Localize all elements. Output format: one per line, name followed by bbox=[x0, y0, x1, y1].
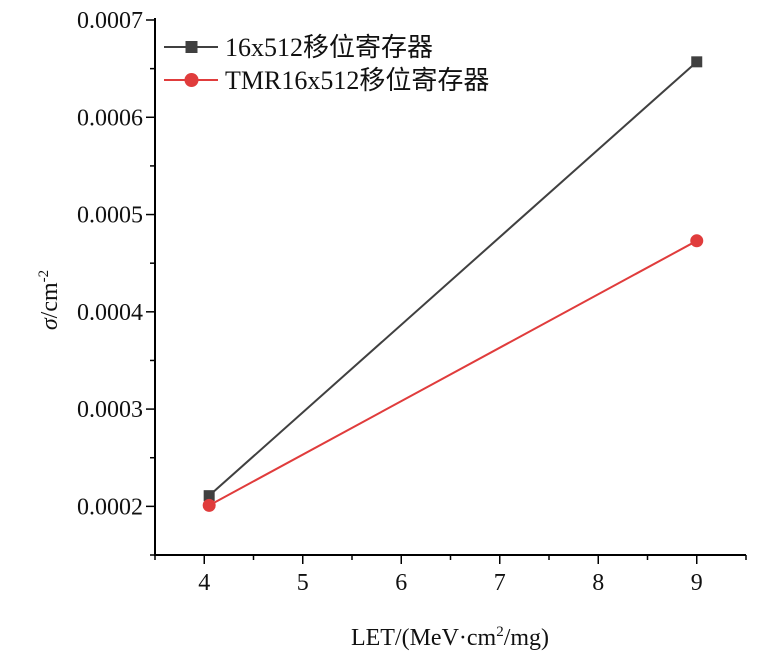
x-tick-label: 9 bbox=[691, 570, 703, 596]
y-axis-title: σ/cm-2 bbox=[36, 270, 63, 330]
x-tick-label: 8 bbox=[592, 570, 604, 596]
y-tick-label: 0.0006 bbox=[77, 105, 143, 131]
y-tick-label: 0.0005 bbox=[77, 203, 143, 229]
legend-label-1: 16x512移位寄存器 bbox=[225, 33, 433, 62]
data-point-circle bbox=[690, 234, 704, 248]
y-tick-label: 0.0002 bbox=[77, 494, 143, 520]
series-line-1 bbox=[208, 61, 698, 497]
legend-marker-square bbox=[185, 41, 198, 53]
x-tick-label: 4 bbox=[198, 570, 210, 596]
data-point-square bbox=[203, 490, 215, 502]
legend-label-2: TMR16x512移位寄存器 bbox=[225, 66, 489, 95]
x-tick-label: 7 bbox=[494, 570, 506, 596]
legend: 16x512移位寄存器 TMR16x512移位寄存器 bbox=[164, 33, 489, 95]
axes bbox=[154, 18, 746, 556]
legend-marker-circle bbox=[184, 73, 199, 87]
ticks: 4 5 6 7 8 9 0.0002 0.0003 0.0004 0.0005 0.0006 0.00… bbox=[77, 8, 747, 596]
y-tick-label: 0.0004 bbox=[77, 300, 143, 326]
x-tick-label: 5 bbox=[297, 570, 309, 596]
x-axis-title: LET/(MeV·cm2/mg) bbox=[351, 624, 549, 651]
y-tick-label: 0.0003 bbox=[77, 397, 143, 423]
y-tick-label: 0.0007 bbox=[77, 8, 143, 34]
series-line-2 bbox=[208, 239, 698, 507]
data-point-circle bbox=[202, 498, 216, 512]
x-tick-label: 6 bbox=[395, 570, 407, 596]
data-point-square bbox=[691, 56, 703, 68]
series-layer bbox=[202, 56, 704, 512]
